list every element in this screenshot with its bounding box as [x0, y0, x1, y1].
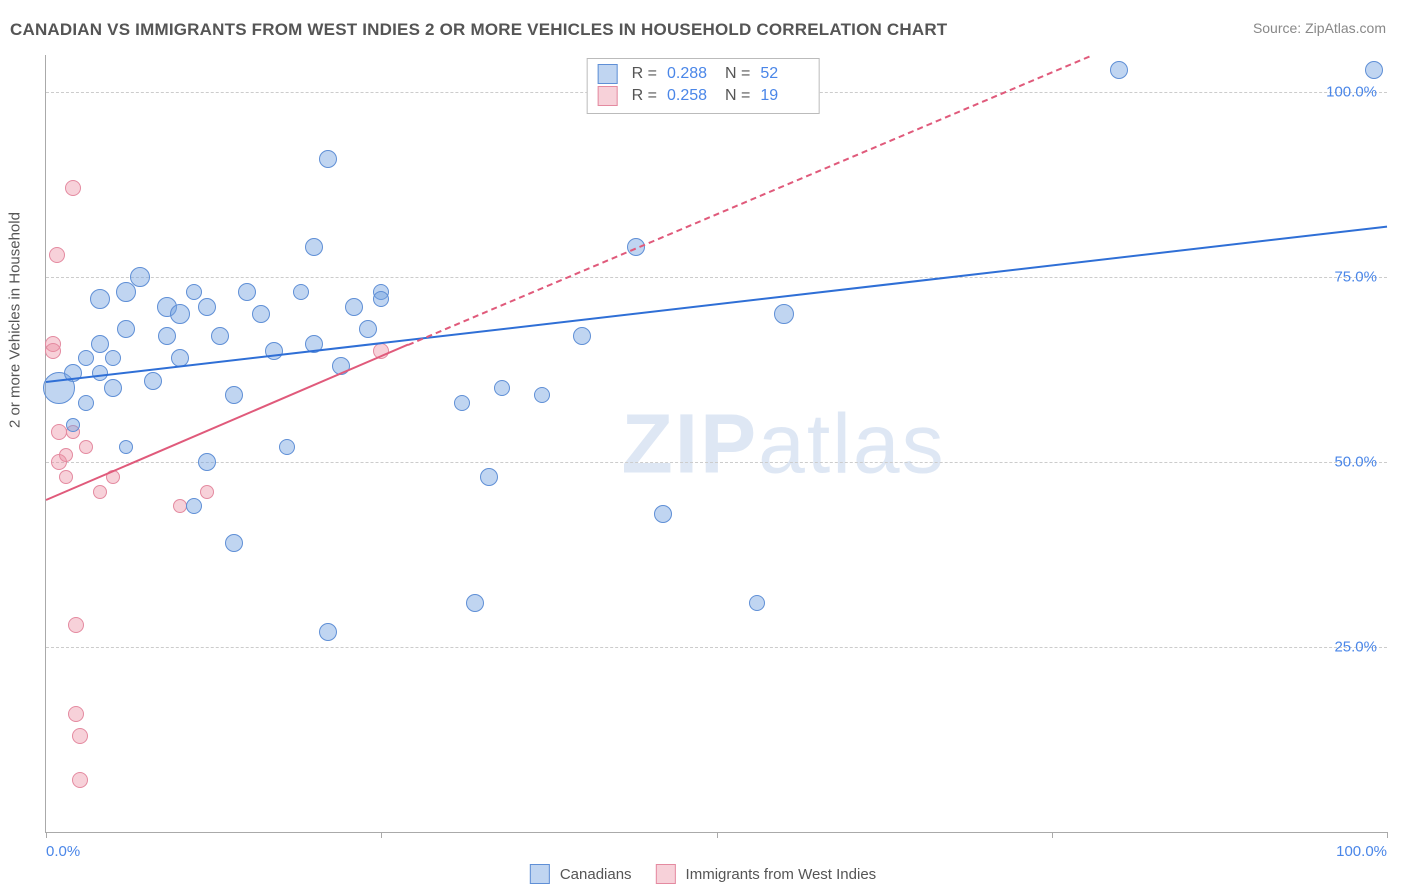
series-label-canadians: Canadians: [560, 866, 632, 883]
canadians-point: [78, 395, 94, 411]
west-indies-point: [79, 440, 93, 454]
canadians-point: [91, 335, 109, 353]
r-label: R =: [632, 63, 657, 85]
chart-title: CANADIAN VS IMMIGRANTS FROM WEST INDIES …: [10, 20, 947, 40]
y-tick-label: 75.0%: [1334, 269, 1377, 286]
swatch-canadians: [598, 64, 618, 84]
r-label: R =: [632, 85, 657, 107]
canadians-point: [198, 298, 216, 316]
n-value-canadians: 52: [760, 63, 808, 85]
canadians-point: [105, 350, 121, 366]
canadians-point: [186, 284, 202, 300]
x-tick: [1387, 832, 1388, 838]
x-tick: [1052, 832, 1053, 838]
west-indies-point: [45, 343, 61, 359]
canadians-point: [186, 498, 202, 514]
y-tick-label: 25.0%: [1334, 639, 1377, 656]
canadians-point: [534, 387, 550, 403]
canadians-point: [158, 327, 176, 345]
canadians-point: [130, 267, 150, 287]
x-tick: [46, 832, 47, 838]
canadians-point: [454, 395, 470, 411]
canadians-point: [480, 468, 498, 486]
plot-area: ZIPatlas 25.0%50.0%75.0%100.0%0.0%100.0%: [45, 55, 1387, 833]
y-axis-label: 2 or more Vehicles in Household: [7, 212, 24, 428]
n-label: N =: [725, 63, 750, 85]
x-tick-label: 0.0%: [46, 843, 80, 860]
canadians-point: [78, 350, 94, 366]
west-indies-point: [93, 485, 107, 499]
legend-row-canadians: R = 0.288 N = 52: [598, 63, 809, 85]
west-indies-point: [59, 470, 73, 484]
canadians-point: [373, 291, 389, 307]
canadians-point: [211, 327, 229, 345]
n-value-west-indies: 19: [760, 85, 808, 107]
trend-canadians: [46, 225, 1387, 382]
y-gridline: [46, 462, 1387, 463]
swatch-canadians: [530, 864, 550, 884]
x-tick: [717, 832, 718, 838]
canadians-point: [1365, 61, 1383, 79]
west-indies-point: [200, 485, 214, 499]
watermark-bold: ZIP: [621, 396, 758, 490]
watermark: ZIPatlas: [621, 395, 945, 492]
canadians-point: [305, 238, 323, 256]
west-indies-point: [49, 247, 65, 263]
y-tick-label: 100.0%: [1326, 84, 1377, 101]
canadians-point: [654, 505, 672, 523]
west-indies-point: [65, 180, 81, 196]
canadians-point: [66, 418, 80, 432]
y-tick-label: 50.0%: [1334, 454, 1377, 471]
west-indies-point: [68, 706, 84, 722]
legend-row-west-indies: R = 0.258 N = 19: [598, 85, 809, 107]
canadians-point: [359, 320, 377, 338]
canadians-point: [90, 289, 110, 309]
canadians-point: [170, 304, 190, 324]
canadians-point: [117, 320, 135, 338]
canadians-point: [1110, 61, 1128, 79]
series-legend: Canadians Immigrants from West Indies: [530, 864, 876, 884]
series-label-west-indies: Immigrants from West Indies: [686, 866, 877, 883]
canadians-point: [293, 284, 309, 300]
y-gridline: [46, 647, 1387, 648]
canadians-point: [749, 595, 765, 611]
canadians-point: [119, 440, 133, 454]
west-indies-point: [72, 772, 88, 788]
west-indies-point: [72, 728, 88, 744]
swatch-west-indies: [598, 86, 618, 106]
n-label: N =: [725, 85, 750, 107]
canadians-point: [319, 623, 337, 641]
correlation-legend: R = 0.288 N = 52 R = 0.258 N = 19: [587, 58, 820, 114]
canadians-point: [238, 283, 256, 301]
canadians-point: [345, 298, 363, 316]
source-attribution: Source: ZipAtlas.com: [1253, 20, 1386, 36]
canadians-point: [494, 380, 510, 396]
canadians-point: [279, 439, 295, 455]
canadians-point: [573, 327, 591, 345]
canadians-point: [144, 372, 162, 390]
canadians-point: [774, 304, 794, 324]
swatch-west-indies: [656, 864, 676, 884]
y-gridline: [46, 277, 1387, 278]
canadians-point: [225, 534, 243, 552]
legend-item-canadians: Canadians: [530, 864, 632, 884]
watermark-light: atlas: [758, 396, 945, 490]
canadians-point: [252, 305, 270, 323]
canadians-point: [466, 594, 484, 612]
canadians-point: [198, 453, 216, 471]
canadians-point: [319, 150, 337, 168]
x-tick: [381, 832, 382, 838]
west-indies-point: [59, 448, 73, 462]
x-tick-label: 100.0%: [1336, 843, 1387, 860]
canadians-point: [104, 379, 122, 397]
canadians-point: [225, 386, 243, 404]
legend-item-west-indies: Immigrants from West Indies: [656, 864, 877, 884]
r-value-canadians: 0.288: [667, 63, 715, 85]
r-value-west-indies: 0.258: [667, 85, 715, 107]
west-indies-point: [68, 617, 84, 633]
